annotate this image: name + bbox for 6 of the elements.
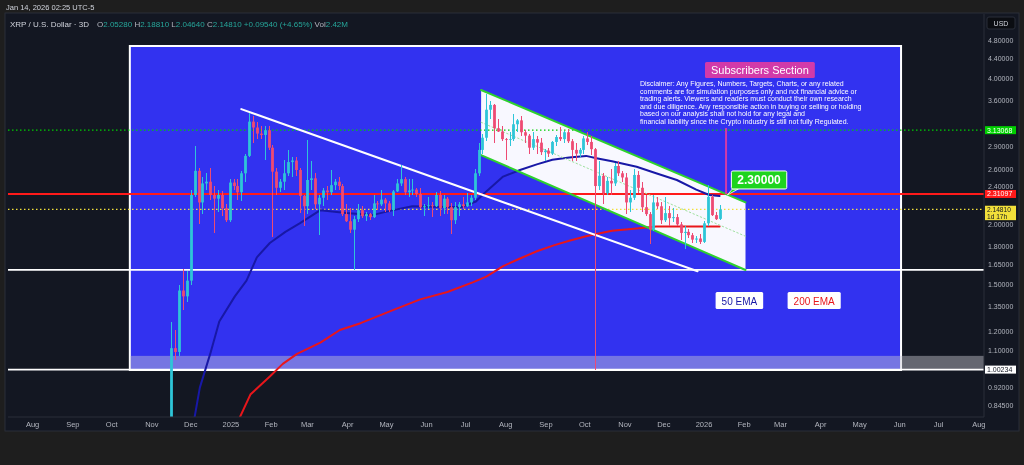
text: 50 EMA <box>721 295 758 307</box>
annotation: 2.30000 <box>737 172 782 187</box>
text: 200 EMA <box>793 295 836 307</box>
annotation: Subscribers Section <box>711 64 809 76</box>
text: O2.05280 H2.18810 L2.04640 C2.14810 +0.09540 (+4.65%) Vol2.42M <box>96 19 348 29</box>
text: XRP / U.S. Dollar · 3D <box>10 19 90 29</box>
